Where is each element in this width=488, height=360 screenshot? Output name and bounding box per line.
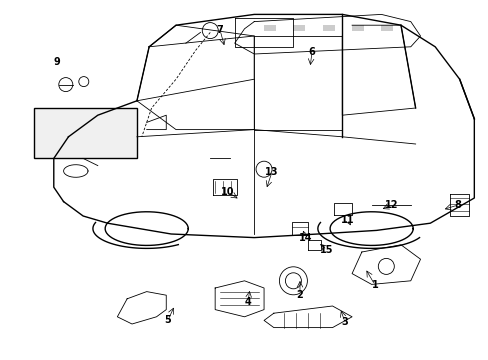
Text: 10: 10 xyxy=(221,187,234,197)
Text: 12: 12 xyxy=(385,200,398,210)
Text: 1: 1 xyxy=(371,280,378,290)
Text: 13: 13 xyxy=(264,167,278,177)
Bar xyxy=(293,25,305,31)
Text: 11: 11 xyxy=(341,215,354,225)
Bar xyxy=(351,25,364,31)
Bar xyxy=(264,25,276,31)
Bar xyxy=(322,25,334,31)
Text: 3: 3 xyxy=(341,317,347,327)
Text: 15: 15 xyxy=(320,245,333,255)
Text: 2: 2 xyxy=(296,290,303,300)
Text: 6: 6 xyxy=(308,47,315,57)
Bar xyxy=(381,25,393,31)
Text: 5: 5 xyxy=(164,315,171,325)
Text: 9: 9 xyxy=(54,57,61,67)
Text: 8: 8 xyxy=(454,200,461,210)
Text: 14: 14 xyxy=(299,233,312,243)
Text: 4: 4 xyxy=(244,297,251,307)
Text: 7: 7 xyxy=(216,25,223,35)
Bar xyxy=(34,108,137,158)
